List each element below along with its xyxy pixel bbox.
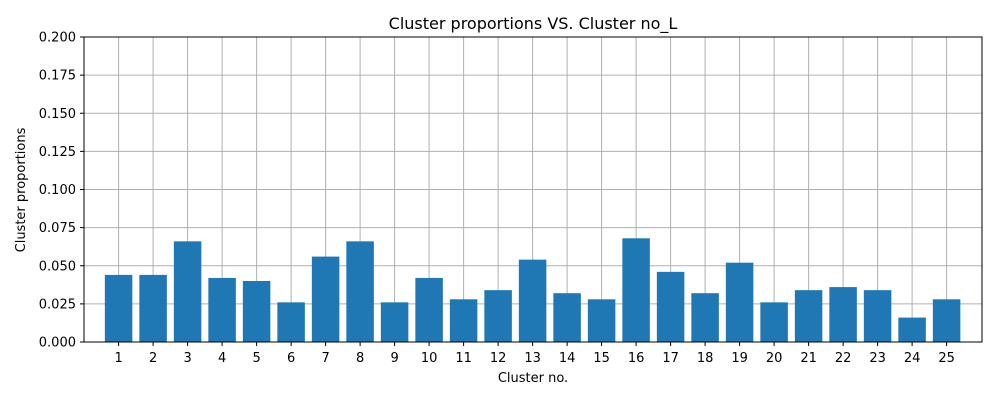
- x-tick-label: 25: [938, 351, 955, 366]
- bar-18: [691, 293, 719, 342]
- x-tick-label: 1: [114, 351, 122, 366]
- x-tick-label: 10: [421, 351, 438, 366]
- x-axis: 1 2 3 4 5 6 7 8 9 10 11 12 13 14 15 16 17 18 19 20 21 22 23 24 2…: [114, 342, 955, 366]
- x-tick-label: 16: [628, 351, 645, 366]
- bars: [104, 238, 961, 342]
- bar-10: [415, 277, 443, 342]
- bar-21: [794, 290, 823, 342]
- y-tick-label: 0.000: [39, 336, 76, 351]
- bar-9: [380, 302, 409, 342]
- x-tick-label: 19: [731, 351, 748, 366]
- x-tick-label: 11: [455, 351, 472, 366]
- x-tick-label: 12: [490, 351, 507, 366]
- bar-3: [173, 241, 202, 342]
- bar-22: [829, 287, 857, 342]
- x-tick-label: 24: [904, 351, 921, 366]
- x-tick-label: 6: [287, 351, 295, 366]
- bar-11: [449, 299, 478, 342]
- x-tick-label: 15: [593, 351, 610, 366]
- bar-20: [760, 302, 788, 342]
- x-tick-label: 13: [524, 351, 541, 366]
- bar-17: [656, 271, 685, 342]
- bar-4: [208, 277, 236, 342]
- x-tick-label: 17: [662, 351, 679, 366]
- y-tick-label: 0.075: [39, 221, 76, 236]
- bar-12: [484, 290, 512, 342]
- bar-15: [587, 299, 616, 342]
- bar-8: [346, 241, 374, 342]
- x-tick-label: 20: [766, 351, 783, 366]
- x-tick-label: 14: [559, 351, 576, 366]
- x-tick-label: 18: [697, 351, 714, 366]
- x-tick-label: 4: [218, 351, 226, 366]
- bar-19: [725, 262, 754, 342]
- x-tick-label: 21: [800, 351, 817, 366]
- bar-1: [104, 274, 133, 342]
- bar-14: [553, 293, 581, 342]
- bar-23: [863, 290, 892, 342]
- x-tick-label: 22: [835, 351, 852, 366]
- bar-16: [622, 238, 650, 342]
- y-tick-label: 0.100: [39, 183, 76, 198]
- y-tick-label: 0.175: [39, 69, 76, 84]
- y-tick-label: 0.050: [39, 259, 76, 274]
- bar-6: [277, 302, 305, 342]
- y-tick-label: 0.200: [39, 31, 76, 46]
- x-tick-label: 8: [356, 351, 364, 366]
- bar-25: [932, 299, 961, 342]
- y-axis-title: Cluster proportions: [14, 127, 29, 252]
- bar-2: [139, 274, 167, 342]
- y-axis: 0.000 0.025 0.050 0.075 0.100 0.125 0.150 0.175…: [39, 31, 84, 351]
- y-tick-label: 0.125: [39, 145, 76, 160]
- bar-5: [242, 281, 271, 342]
- x-axis-title: Cluster no.: [498, 371, 568, 386]
- chart-title: Cluster proportions VS. Cluster no_L: [389, 14, 678, 34]
- y-tick-label: 0.150: [39, 107, 76, 122]
- bar-7: [311, 256, 340, 342]
- x-tick-label: 7: [321, 351, 329, 366]
- y-tick-label: 0.025: [39, 297, 76, 312]
- x-tick-label: 9: [390, 351, 398, 366]
- x-tick-label: 23: [869, 351, 886, 366]
- x-tick-label: 2: [149, 351, 157, 366]
- x-tick-label: 3: [183, 351, 191, 366]
- x-tick-label: 5: [252, 351, 260, 366]
- bar-13: [518, 259, 547, 342]
- bar-24: [898, 317, 926, 342]
